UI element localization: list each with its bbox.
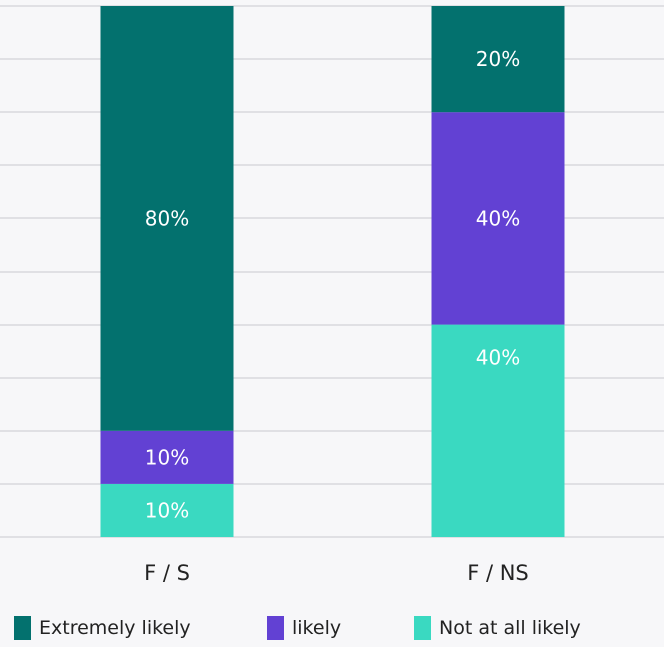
stacked-bar-chart: 10% 10% 80% 40% 40% 20% F / S F / NS (0, 5, 664, 585)
bar-segment (100, 6, 234, 431)
category-label: F / S (144, 561, 190, 585)
legend-item-likely[interactable]: likely (267, 616, 341, 640)
data-label: 20% (476, 47, 520, 71)
category-labels: F / S F / NS (144, 561, 529, 585)
legend-item-extremely-likely[interactable]: Extremely likely (14, 616, 191, 640)
bar-segment (100, 430, 234, 484)
bar-segment (431, 324, 565, 537)
legend-swatch (14, 616, 31, 640)
legend-swatch (267, 616, 284, 640)
data-label: 40% (476, 346, 520, 370)
data-label: 80% (145, 206, 189, 230)
data-label: 10% (145, 445, 189, 469)
bar-segment (431, 112, 565, 325)
bar-segment (431, 6, 565, 113)
data-labels: 10% 10% 80% 40% 40% 20% (145, 47, 520, 522)
data-label: 40% (476, 206, 520, 230)
data-label: 10% (145, 498, 189, 522)
legend-label: likely (292, 617, 342, 639)
bars (100, 6, 565, 537)
legend-label: Not at all likely (439, 617, 581, 639)
legend-label: Extremely likely (39, 617, 191, 639)
legend-swatch (414, 616, 431, 640)
bar-segment (100, 483, 234, 537)
legend-item-not-at-all-likely[interactable]: Not at all likely (414, 616, 581, 640)
legend: Extremely likely likely Not at all likel… (0, 616, 664, 646)
category-label: F / NS (467, 561, 529, 585)
